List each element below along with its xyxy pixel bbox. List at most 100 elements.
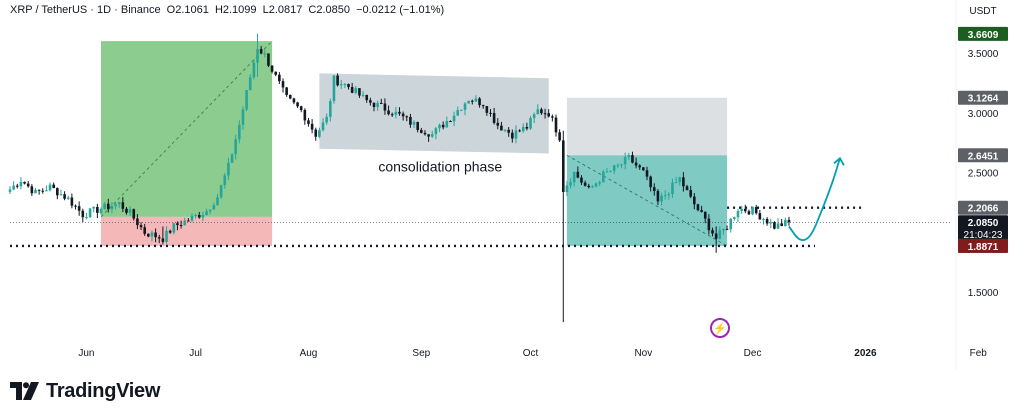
- candle-body: [703, 211, 707, 219]
- candle-body: [616, 165, 620, 167]
- candle-body: [456, 110, 460, 116]
- candle-body: [8, 189, 12, 192]
- candle-body: [580, 177, 583, 183]
- candle-body: [409, 116, 412, 125]
- price-tick: 2.5000: [968, 169, 999, 180]
- long-stop-zone[interactable]: [101, 216, 273, 246]
- candle-body: [769, 222, 773, 224]
- candle-body: [554, 117, 558, 133]
- change-value: −0.0212 (−1.01%): [356, 4, 445, 16]
- candle-body: [714, 233, 718, 239]
- candle-body: [689, 190, 692, 197]
- brand-name: TradingView: [46, 379, 161, 402]
- time-tick: Jun: [78, 348, 94, 359]
- candle-body: [743, 208, 747, 212]
- candle-body: [358, 88, 361, 96]
- candle-body: [85, 217, 88, 219]
- candle-body: [150, 232, 154, 237]
- price-label: 2.2066: [968, 204, 999, 215]
- time-axis[interactable]: Jun Jul Aug Sep Oct Nov Dec 2026 Feb: [78, 348, 987, 359]
- candle-body: [350, 87, 354, 93]
- candle-body: [631, 155, 634, 163]
- candle-body: [318, 130, 321, 137]
- candle-body: [489, 112, 492, 114]
- symbol-label[interactable]: XRP / TetherUS · 1D · Binance: [10, 4, 161, 16]
- candle-body: [532, 114, 536, 119]
- candle-body: [274, 71, 278, 75]
- candle-body: [747, 211, 751, 215]
- candle-body: [241, 109, 245, 125]
- candle-body: [587, 185, 591, 188]
- candle-body: [565, 185, 569, 192]
- candle-body: [598, 182, 601, 184]
- candle-body: [96, 206, 99, 213]
- chart-area[interactable]: consolidation phase USDT 3.5000 3.0000 2.500…: [0, 0, 1024, 370]
- candle-body: [434, 128, 438, 135]
- target-zone[interactable]: [566, 97, 728, 156]
- candle-body: [208, 209, 212, 212]
- candle-body: [394, 111, 398, 115]
- candle-body: [627, 155, 631, 158]
- candle-body: [536, 109, 540, 115]
- candle-body: [390, 114, 394, 116]
- candle-body: [674, 182, 678, 184]
- candle-body: [663, 195, 667, 197]
- projection-path[interactable]: [788, 158, 841, 242]
- candle-body: [34, 189, 37, 194]
- price-axis[interactable]: USDT 3.5000 3.0000 2.5000 1.5000 3.6609 3.1264…: [955, 0, 1008, 370]
- candle-body: [547, 113, 551, 117]
- candle-body: [678, 177, 682, 183]
- candle-body: [762, 218, 765, 220]
- low-value: L2.0817: [262, 4, 303, 16]
- candle-body: [787, 219, 791, 223]
- candle-body: [234, 139, 237, 155]
- candle-body: [685, 186, 689, 191]
- candle-body: [623, 157, 627, 165]
- candle-body: [248, 77, 252, 91]
- candle-body: [281, 81, 285, 88]
- price-tick: 3.0000: [968, 109, 999, 120]
- candle-body: [500, 125, 503, 131]
- candle-body: [521, 126, 525, 132]
- candle-body: [230, 154, 234, 163]
- candle-body: [88, 208, 92, 218]
- candle-body: [267, 53, 270, 66]
- candle-body: [602, 171, 605, 183]
- candle-body: [496, 122, 500, 126]
- candle-body: [66, 197, 70, 199]
- candle-body: [19, 181, 23, 187]
- candle-body: [733, 217, 736, 219]
- time-tick: 2026: [854, 348, 877, 359]
- candle-body: [452, 115, 456, 122]
- consolidation-zone[interactable]: [319, 73, 549, 154]
- candle-body: [339, 84, 343, 86]
- candle-body: [751, 207, 754, 215]
- candle-body: [325, 116, 328, 123]
- candle-body: [376, 102, 379, 108]
- candle-body: [740, 208, 743, 212]
- candle-body: [161, 238, 165, 242]
- candle-body: [77, 206, 81, 211]
- candle-body: [165, 230, 168, 242]
- candle-body: [299, 106, 303, 111]
- candle-body: [612, 165, 616, 171]
- brand-logo[interactable]: TradingView: [10, 378, 160, 404]
- candle-body: [219, 185, 223, 198]
- candle-body: [176, 223, 179, 226]
- lightning-icon[interactable]: ⚡: [710, 318, 730, 338]
- candle-body: [190, 215, 194, 221]
- open-value: O2.1061: [166, 4, 209, 16]
- candle-body: [645, 170, 649, 177]
- candle-body: [594, 183, 598, 187]
- candle-body: [609, 170, 612, 172]
- candle-body: [99, 208, 103, 213]
- candle-body: [143, 227, 146, 234]
- price-chart[interactable]: consolidation phase USDT 3.5000 3.0000 2.500…: [0, 0, 1024, 370]
- candle-body: [197, 214, 201, 218]
- candle-body: [110, 206, 114, 210]
- annotation-label: consolidation phase: [378, 159, 502, 175]
- candle-body: [128, 209, 132, 213]
- candle-body: [70, 197, 74, 206]
- candle-body: [423, 132, 427, 135]
- candle-body: [478, 98, 481, 106]
